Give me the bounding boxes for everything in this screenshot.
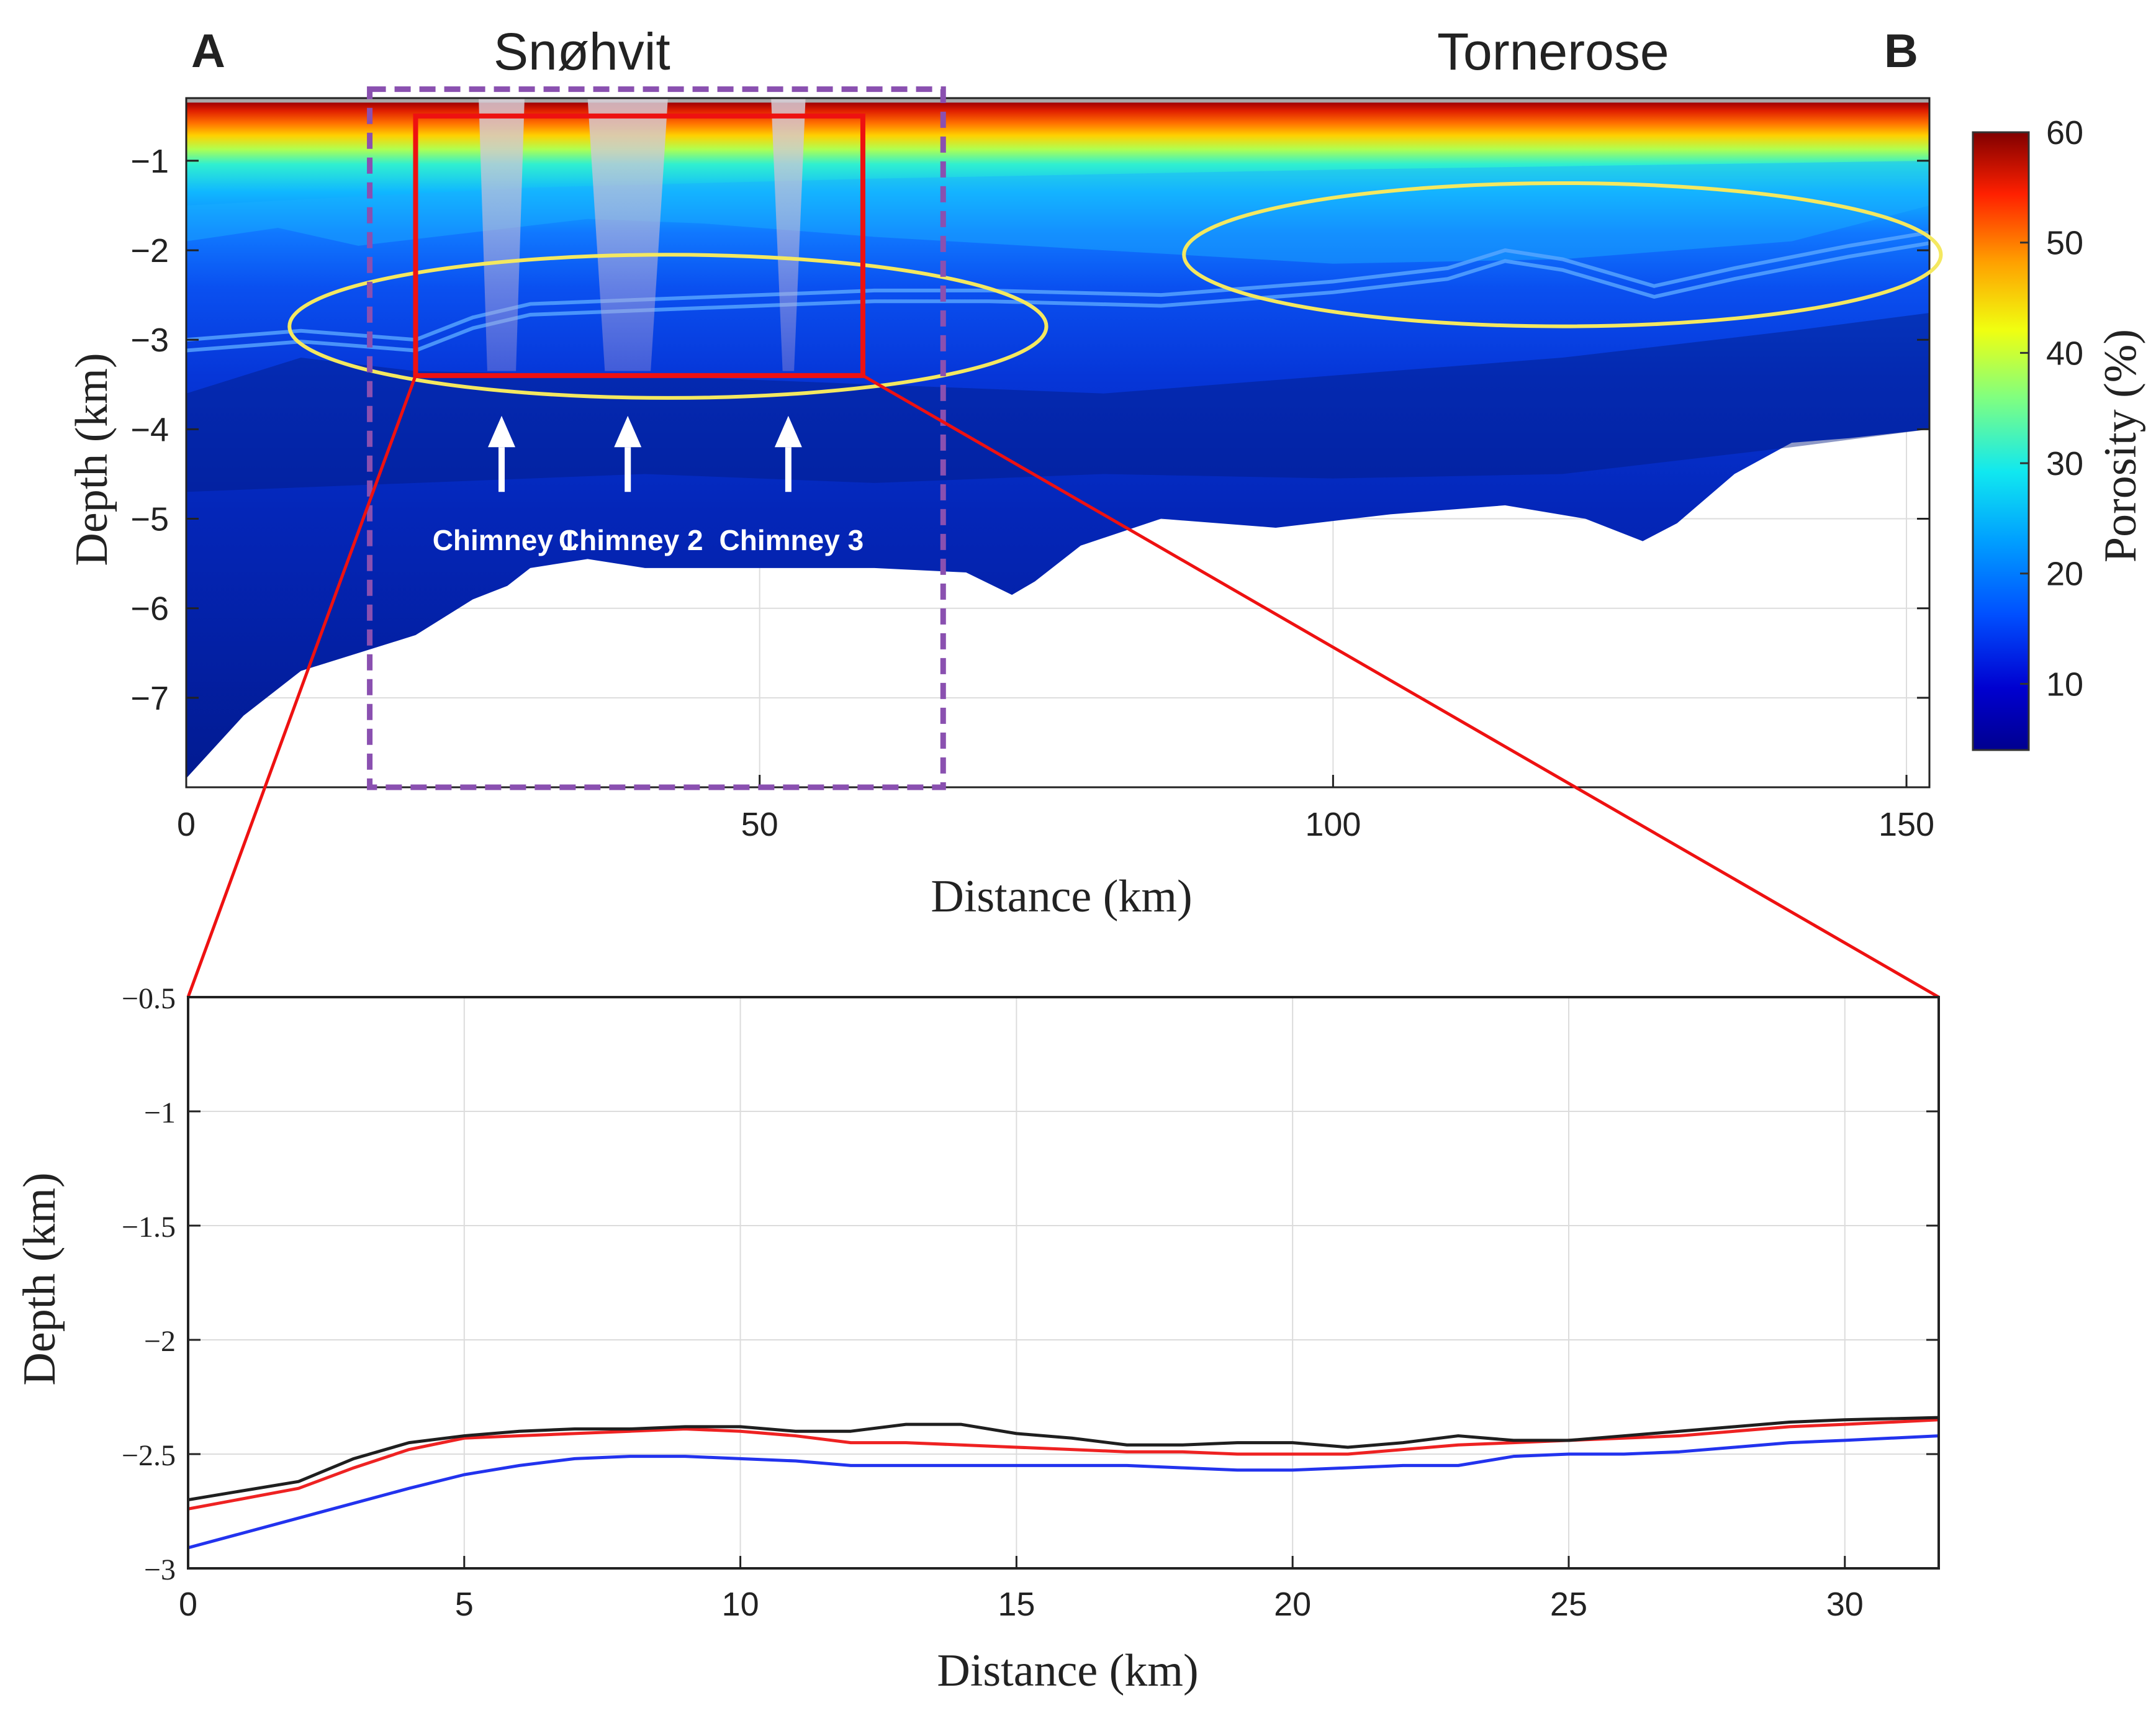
snohvit-highlight-ellipse: [287, 253, 1049, 400]
horizon-series-line: [188, 1434, 1939, 1550]
top-y-tick-label: −2: [130, 232, 169, 269]
top-y-tick-label: −7: [130, 680, 169, 717]
bottom-y-tick-label: −1.5: [122, 1211, 176, 1244]
top-y-tick-label: −3: [130, 322, 169, 359]
chimney-shape: [771, 98, 806, 371]
top-y-tick-label: −6: [130, 590, 169, 628]
top-y-tick-label: −1: [130, 143, 169, 180]
horizon-series-line: [188, 1416, 1939, 1502]
colorbar-ticks: 10 20 30 40 50 60: [2020, 114, 2083, 703]
bottom-x-tick-label: 20: [1274, 1586, 1311, 1623]
site-label-snohvit: Snøhvit: [494, 22, 670, 81]
top-axis-ticks: 0 50 100 150 −1 −2 −3 −4 −5 −6 −7: [130, 143, 1934, 843]
colorbar-tick-label: 20: [2046, 556, 2083, 593]
bottom-x-tick-label: 0: [179, 1586, 197, 1623]
chimney-shapes: [479, 98, 806, 371]
zoom-connector-left: [186, 375, 417, 998]
bottom-y-tick-label: −3: [144, 1553, 176, 1586]
colorbar-tick-label: 30: [2046, 445, 2083, 482]
zoomed-horizon-panel: 0 5 10 15 20 25 30 −0.5 −1 −1.5 −2 −2.5 −3 Distance …: [14, 982, 1940, 1696]
colorbar-tick-label: 40: [2046, 335, 2083, 372]
colorbar-gradient: [1972, 131, 2030, 751]
corner-label-a: A: [191, 25, 225, 78]
bottom-x-tick-label: 15: [998, 1586, 1035, 1623]
bottom-x-tick-label: 5: [455, 1586, 474, 1623]
porosity-colorbar: 10 20 30 40 50 60 Porosity (%): [1972, 114, 2146, 751]
zoom-connector-right: [862, 374, 1940, 999]
corner-label-b: B: [1884, 25, 1918, 78]
bottom-plot-background: [188, 997, 1939, 1568]
bottom-y-tick-label: −2.5: [122, 1439, 176, 1472]
horizon-lines: [188, 1416, 1939, 1550]
bottom-axis-ticks: 0 5 10 15 20 25 30 −0.5 −1 −1.5 −2 −2.5 −3: [122, 982, 1939, 1623]
bottom-y-axis-label: Depth (km): [14, 1172, 65, 1385]
top-y-tick-label: −5: [130, 501, 169, 538]
chimney-arrow-head: [614, 415, 642, 448]
top-x-tick-label: 0: [177, 806, 196, 843]
chimney-arrow-head: [488, 415, 516, 448]
top-x-tick-label: 100: [1305, 806, 1361, 843]
colorbar-label: Porosity (%): [2095, 329, 2146, 563]
bottom-y-tick-label: −0.5: [122, 982, 176, 1015]
colorbar-tick-label: 10: [2046, 666, 2083, 703]
chimney-arrow-head: [774, 415, 802, 448]
bottom-x-axis-label: Distance (km): [937, 1645, 1198, 1696]
colorbar-tick-label: 50: [2046, 225, 2083, 262]
tornerose-highlight-ellipse: [1182, 181, 1943, 328]
chimney-shape: [479, 98, 525, 371]
reflector-horizon-2: [186, 241, 1929, 353]
top-x-axis-label: Distance (km): [931, 871, 1192, 922]
bottom-y-tick-label: −1: [144, 1096, 176, 1129]
horizon-series-line: [188, 1418, 1939, 1511]
site-label-tornerose: Tornerose: [1437, 22, 1669, 81]
top-x-tick-label: 150: [1879, 806, 1934, 843]
chimney-label: Chimney 2: [559, 524, 703, 556]
zoom-region-box: [413, 113, 865, 378]
chimney-label: Chimney 3: [719, 524, 864, 556]
porosity-section-panel: 0 50 100 150−1−2−3−4−5−6−7 Chimney 1Chimney…: [66, 22, 1943, 922]
bottom-x-tick-label: 10: [722, 1586, 759, 1623]
bottom-plot-frame: [187, 996, 1940, 1570]
chimney-label: Chimney 1: [433, 524, 577, 556]
bottom-x-tick-label: 30: [1826, 1586, 1864, 1623]
top-x-tick-label: 50: [741, 806, 778, 843]
reflector-horizon-1: [186, 230, 1929, 342]
bottom-x-tick-label: 25: [1550, 1586, 1587, 1623]
top-y-axis-label: Depth (km): [66, 353, 117, 566]
dashed-purple-box: [367, 86, 946, 790]
top-y-tick-label: −4: [130, 411, 169, 448]
chimney-shape: [587, 98, 668, 371]
top-plot-frame: [185, 97, 1931, 789]
bottom-y-tick-label: −2: [144, 1325, 176, 1358]
colorbar-tick-label: 60: [2046, 114, 2083, 151]
